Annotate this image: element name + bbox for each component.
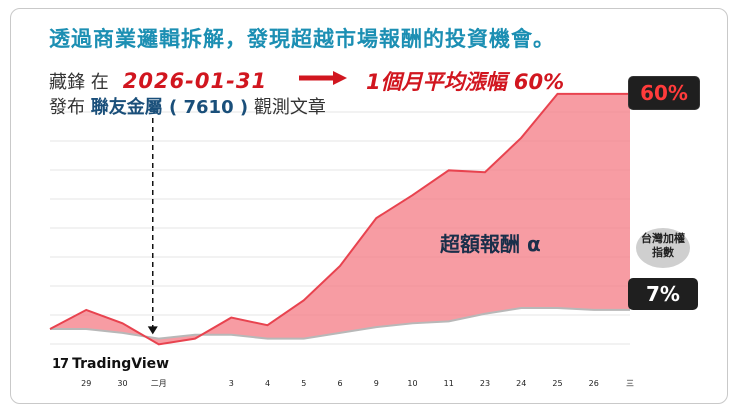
index-return-badge: 7% xyxy=(628,278,698,310)
stock-series-line xyxy=(49,92,630,346)
tradingview-logo-text: TradingView xyxy=(72,356,170,372)
x-tick-label: 26 xyxy=(589,379,599,388)
x-tick-label: 3 xyxy=(229,379,234,388)
right-arrow-icon xyxy=(299,71,347,85)
publish-prefix: 發布 xyxy=(49,97,85,118)
x-tick-label: 25 xyxy=(552,379,562,388)
x-tick-label: 11 xyxy=(444,379,454,388)
author-prefix: 藏鋒 在 xyxy=(49,72,109,93)
x-tick-label: 29 xyxy=(81,379,91,388)
x-tick-label: 4 xyxy=(265,379,270,388)
average-gain-text: 1個月平均漲幅 60% xyxy=(366,70,565,94)
index-name-line-1: 台灣加權 xyxy=(641,232,685,245)
headline: 透過商業邏輯拆解，發現超越市場報酬的投資機會。 xyxy=(49,27,555,51)
x-tick-label: 三 xyxy=(626,379,634,388)
x-tick-label: 二月 xyxy=(151,379,167,388)
x-tick-label: 24 xyxy=(516,379,526,388)
publish-suffix: 觀測文章 xyxy=(253,97,326,118)
tradingview-logo-icon: 17 xyxy=(52,356,69,372)
x-tick-label: 6 xyxy=(337,379,342,388)
tradingview-logo: 17 TradingView xyxy=(52,356,169,372)
excess-return-label: 超額報酬 α xyxy=(440,232,541,256)
x-tick-label: 30 xyxy=(117,379,127,388)
stock-name: 聯友金屬 ( 7610 ) xyxy=(90,97,249,118)
index-label-circle: 台灣加權 指數 xyxy=(636,228,690,268)
excess-return-area xyxy=(50,93,630,345)
index-name-line-2: 指數 xyxy=(652,246,674,259)
publish-line: 發布 聯友金屬 ( 7610 ) 觀測文章 xyxy=(49,93,326,119)
stock-return-badge: 60% xyxy=(628,76,700,110)
x-tick-label: 9 xyxy=(374,379,379,388)
event-marker-arrowhead xyxy=(147,326,158,335)
x-tick-label: 23 xyxy=(480,379,490,388)
publish-date-line: 藏鋒 在 2026-01-31 xyxy=(49,68,267,94)
x-tick-label: 5 xyxy=(301,379,306,388)
publish-date: 2026-01-31 xyxy=(122,69,268,93)
x-tick-label: 10 xyxy=(407,379,417,388)
